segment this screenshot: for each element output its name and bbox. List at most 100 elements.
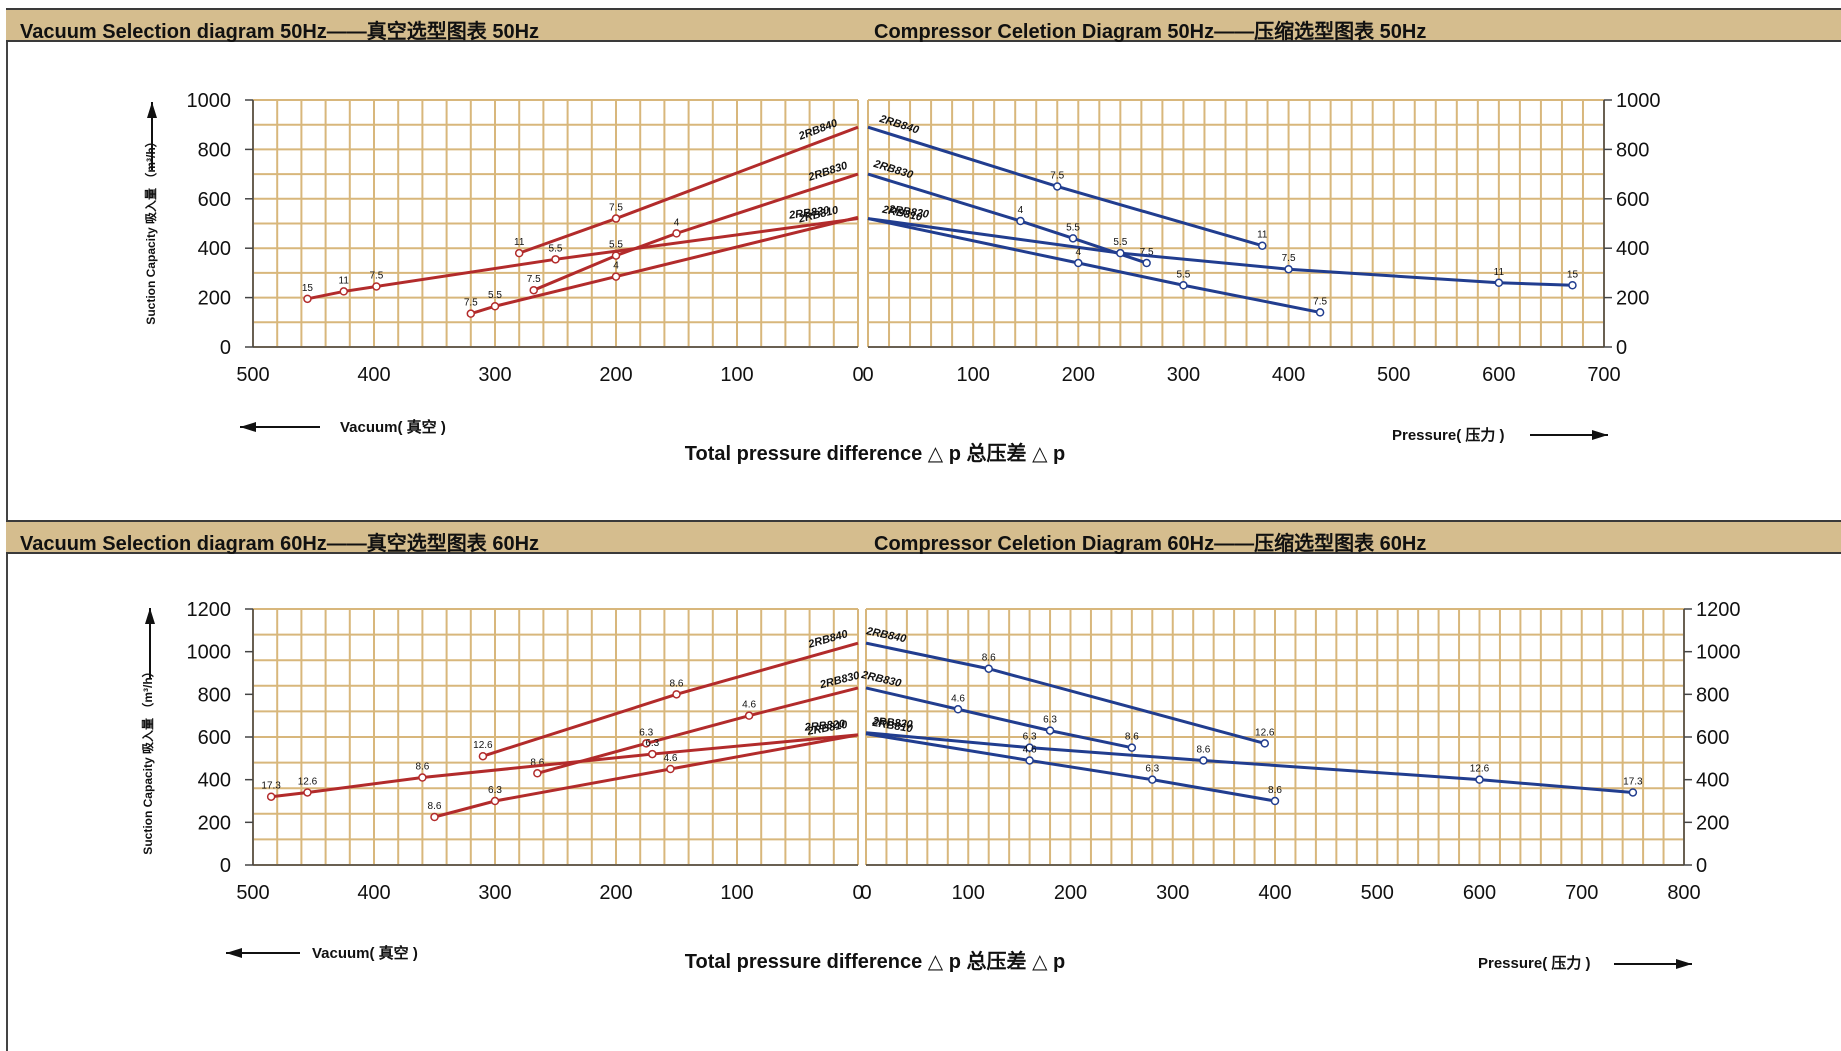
hz50-pressure-y-tick-label: 600	[1616, 189, 1649, 211]
hz60-vacuum-point-label: 4.6	[663, 753, 677, 764]
hz50-pressure-point-label: 7.5	[1313, 296, 1327, 307]
hz50-pressure-data-point	[1142, 258, 1151, 268]
hz60-vacuum-x-tick-label: 0	[852, 882, 863, 904]
hz60-pressure-point-label: 6.3	[1023, 732, 1037, 743]
hz50-pressure-data-point	[1179, 281, 1188, 290]
hz60-pressure-plot: 0 200 400 600 800 1000 1200 0 100 200 300 400 500 600…	[859, 599, 1740, 904]
hz60-pressure-arrow-head	[1676, 959, 1692, 969]
hz60-pressure-data-point	[953, 705, 963, 714]
hz60-vacuum-point-label: 17.3	[261, 781, 281, 792]
hz60-vacuum-data-point	[303, 788, 312, 797]
compressor-60hz-title: Compressor Celetion Diagram 60Hz——压缩选型图表…	[874, 533, 1427, 555]
section-header-50hz: Vacuum Selection diagram 50Hz——真空选型图表 50…	[6, 8, 1841, 43]
hz60-vacuum-data-point	[744, 711, 754, 720]
hz60-vacuum-point-label: 12.6	[473, 740, 493, 751]
hz60-vacuum-data-point	[490, 796, 500, 806]
hz60-pressure-x-tick-label: 200	[1054, 882, 1087, 904]
hz60-pressure-x-tick-label: 600	[1463, 882, 1496, 904]
hz60-pressure-data-point	[1127, 743, 1137, 752]
hz50-pressure-data-point	[1116, 248, 1125, 258]
hz50-vacuum-data-point	[611, 251, 621, 260]
hz60-vacuum-y-tick-label: 800	[198, 684, 231, 706]
hz60-pressure-point-label: 12.6	[1470, 764, 1490, 775]
hz60-y-axis-label: Suction Capacity 吸入量 （m³/h）	[140, 665, 155, 854]
hz60-pressure-x-tick-label: 300	[1156, 882, 1189, 904]
hz60-pressure-series-label: 2RB820	[871, 715, 914, 731]
hz50-pressure-point-label: 7.5	[1050, 170, 1064, 181]
hz60-pressure-point-label: 4.6	[1023, 744, 1037, 755]
hz60-vacuum-data-point	[648, 749, 657, 759]
hz60-pressure-arrow	[1614, 959, 1692, 969]
hz60-pressure-x-tick-label: 0	[860, 882, 871, 904]
hz60-pressure-y-tick-label: 200	[1696, 812, 1729, 834]
hz50-pressure-data-point	[1315, 308, 1325, 317]
hz50-vacuum-point-label: 7.5	[369, 270, 383, 281]
hz50-vacuum-y-tick-label: 600	[198, 189, 231, 211]
hz50-vacuum-point-label: 7.5	[527, 274, 541, 285]
hz50-vacuum-data-point	[514, 248, 524, 258]
hz50-vacuum-data-point	[372, 282, 381, 291]
hz50-pressure-x-tick-label: 0	[862, 364, 873, 386]
vacuum-50hz-title: Vacuum Selection diagram 50Hz——真空选型图表 50…	[20, 21, 540, 43]
section-header-60hz: Vacuum Selection diagram 60Hz——真空选型图表 60…	[6, 520, 1841, 555]
hz50-pressure-x-tick-label: 100	[956, 364, 989, 386]
hz60-vacuum-point-label: 12.6	[298, 776, 318, 787]
hz60-pressure-point-label: 12.6	[1255, 727, 1275, 738]
hz60-pressure-point-label: 8.6	[1196, 744, 1210, 755]
hz50-vacuum-point-label: 5.5	[549, 243, 563, 254]
hz60-x-axis-label: Total pressure difference △ p 总压差 △ p	[685, 949, 1065, 973]
hz50-vacuum-data-point	[529, 285, 538, 295]
hz50-pressure-arrow-head	[1592, 430, 1608, 440]
hz50-x-axis-label: Total pressure difference △ p 总压差 △ p	[685, 441, 1065, 465]
hz50-pressure-x-tick-label: 700	[1587, 364, 1620, 386]
hz50-vacuum-y-tick-label: 400	[198, 238, 231, 260]
hz60-vacuum-data-point	[533, 769, 542, 778]
hz60-vacuum-data-point	[666, 764, 675, 774]
hz60-pressure-point-label: 17.3	[1623, 776, 1643, 787]
hz50-vacuum-data-point	[339, 287, 348, 296]
hz60-pressure-series-2rb820: 6.3 8.6 12.6 17.3 2RB820	[865, 715, 1643, 797]
hz50-vacuum-arrow	[240, 422, 320, 432]
hz60-vacuum-series-line	[536, 686, 859, 775]
hz50-vacuum-data-point	[611, 214, 621, 223]
hz50-pressure-point-label: 7.5	[1140, 247, 1154, 258]
hz60-pressure-series-line	[865, 641, 1266, 745]
hz50-vacuum-series-line	[533, 172, 859, 292]
hz60-vacuum-y-tick-label: 0	[220, 855, 231, 877]
hz50-pressure-data-point	[1074, 258, 1083, 268]
hz60-vacuum-point-label: 8.6	[670, 678, 684, 689]
hz50-pressure-data-point	[1494, 278, 1504, 288]
hz60-pressure-series-line	[865, 732, 1276, 803]
hz60-vacuum-series-line	[434, 733, 859, 819]
hz50-vacuum-data-point	[672, 229, 681, 238]
hz60-pressure-direction-label: Pressure( 压力 )	[1478, 954, 1591, 972]
hz50-pressure-x-tick-label: 600	[1482, 364, 1515, 386]
hz50-vacuum-point-label: 15	[302, 283, 314, 294]
hz60-pressure-point-label: 6.3	[1043, 715, 1057, 726]
hz60-pressure-y-tick-label: 800	[1696, 684, 1729, 706]
hz60-pressure-data-point	[1148, 775, 1157, 784]
hz60-pressure-point-label: 6.3	[1145, 764, 1159, 775]
hz60-pressure-y-tick-label: 1000	[1696, 642, 1741, 664]
hz50-pressure-plot: 0 200 400 600 800 1000 0 100 200 300 400 500 600 700 7…	[862, 90, 1660, 386]
hz60-pressure-data-point	[1199, 756, 1208, 765]
hz50-pressure-data-point	[1016, 216, 1025, 226]
hz50-pressure-y-tick-label: 400	[1616, 238, 1649, 260]
hz60-pressure-point-label: 8.6	[982, 653, 996, 664]
hz60-vacuum-point-label: 6.3	[645, 738, 659, 749]
hz50-vacuum-point-label: 5.5	[488, 290, 502, 301]
hz60-pressure-x-tick-label: 700	[1565, 882, 1598, 904]
hz60-vacuum-y-tick-label: 600	[198, 727, 231, 749]
hz60-pressure-data-point	[1475, 775, 1484, 784]
hz50-y-axis-label: Suction Capacity 吸入量 （m³/h）	[143, 135, 158, 324]
hz60-pressure-point-label: 8.6	[1268, 785, 1282, 796]
hz50-pressure-x-tick-label: 400	[1272, 364, 1305, 386]
hz50-pressure-y-tick-label: 1000	[1616, 90, 1661, 112]
hz60-pressure-y-tick-label: 0	[1696, 855, 1707, 877]
hz60-vacuum-data-point	[672, 690, 681, 699]
hz50-y-up-arrow	[147, 102, 157, 170]
